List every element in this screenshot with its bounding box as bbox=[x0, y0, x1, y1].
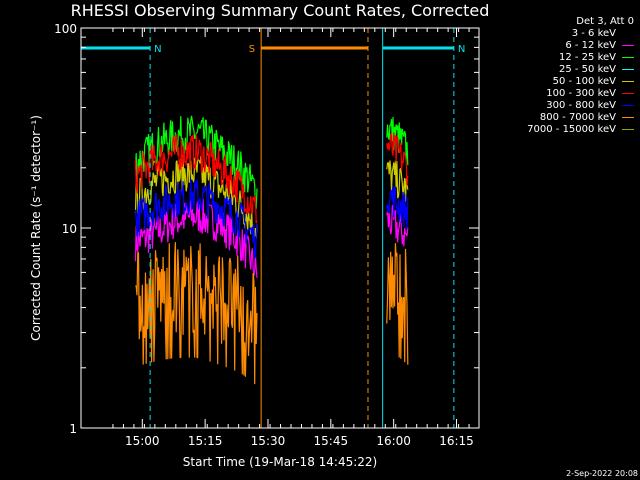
series-300-800-kev-segment-2 bbox=[386, 185, 409, 230]
series-12-25-kev-segment-2 bbox=[386, 116, 409, 166]
legend-item-label: 7000 - 15000 keV bbox=[527, 123, 616, 135]
x-tick-label-1615: 16:15 bbox=[439, 434, 474, 448]
series-800-7000-kev-segment-2 bbox=[386, 243, 409, 365]
legend-swatch bbox=[622, 56, 634, 58]
legend-header-text: Det 3, Att 0 bbox=[576, 15, 634, 27]
y-tick-label-100: 100 bbox=[54, 22, 77, 36]
timestamp: 2-Sep-2022 20:08 bbox=[566, 469, 638, 478]
series-100-300-kev-segment-2 bbox=[386, 132, 409, 186]
legend-item-label: 3 - 6 keV bbox=[571, 27, 616, 39]
annotation-night-1-label: N bbox=[154, 44, 161, 55]
y-tick-label-1: 1 bbox=[69, 422, 77, 436]
legend-swatch bbox=[622, 80, 634, 82]
legend-item: 100 - 300 keV bbox=[484, 87, 634, 99]
legend-item: 800 - 7000 keV bbox=[484, 111, 634, 123]
plot-frame bbox=[80, 27, 480, 429]
x-tick-label-1545: 15:45 bbox=[314, 434, 349, 448]
legend: Det 3, Att 0 3 - 6 keV 6 - 12 keV 12 - 25 … bbox=[484, 15, 634, 135]
annotation-saa-1-label: S bbox=[249, 44, 255, 55]
series-300-800-kev-segment-1 bbox=[134, 178, 258, 258]
x-tick-label-1530: 15:30 bbox=[251, 434, 286, 448]
y-axis-title: Corrected Count Rate (s⁻¹ detector⁻¹) bbox=[29, 115, 43, 341]
legend-item: 3 - 6 keV bbox=[484, 27, 634, 39]
chart-title: RHESSI Observing Summary Count Rates, Co… bbox=[70, 1, 490, 20]
x-tick-label-1500: 15:00 bbox=[125, 434, 160, 448]
y-tick-label-10: 10 bbox=[62, 222, 77, 236]
legend-item-label: 800 - 7000 keV bbox=[539, 111, 616, 123]
legend-swatch bbox=[622, 32, 634, 34]
legend-item-label: 100 - 300 keV bbox=[546, 87, 616, 99]
legend-item-label: 25 - 50 keV bbox=[558, 63, 616, 75]
x-axis-title: Start Time (19-Mar-18 14:45:22) bbox=[183, 455, 377, 469]
legend-item-label: 50 - 100 keV bbox=[552, 75, 616, 87]
legend-item-label: 6 - 12 keV bbox=[565, 39, 616, 51]
legend-item: 12 - 25 keV bbox=[484, 51, 634, 63]
series-6-12-kev-segment-1 bbox=[134, 198, 258, 279]
x-tick-label-1600: 16:00 bbox=[376, 434, 411, 448]
legend-item: 6 - 12 keV bbox=[484, 39, 634, 51]
series-800-7000-kev-segment-1 bbox=[135, 242, 258, 385]
legend-swatch bbox=[622, 116, 634, 118]
legend-swatch bbox=[622, 92, 634, 94]
legend-item-label: 12 - 25 keV bbox=[558, 51, 616, 63]
legend-item-label: 300 - 800 keV bbox=[546, 99, 616, 111]
legend-swatch bbox=[622, 104, 634, 106]
series-100-300-kev-segment-1 bbox=[134, 133, 258, 224]
legend-swatch bbox=[622, 128, 634, 130]
series-50-100-kev-segment-2 bbox=[386, 160, 409, 202]
legend-item: 25 - 50 keV bbox=[484, 63, 634, 75]
x-tick-label-1515: 15:15 bbox=[188, 434, 223, 448]
legend-item: 7000 - 15000 keV bbox=[484, 123, 634, 135]
legend-item: 300 - 800 keV bbox=[484, 99, 634, 111]
legend-swatch bbox=[622, 44, 634, 46]
series-6-12-kev-segment-2 bbox=[386, 204, 409, 247]
legend-header: Det 3, Att 0 bbox=[484, 15, 634, 27]
legend-item: 50 - 100 keV bbox=[484, 75, 634, 87]
annotation-night-2-label: N bbox=[458, 44, 465, 55]
legend-swatch bbox=[622, 68, 634, 70]
